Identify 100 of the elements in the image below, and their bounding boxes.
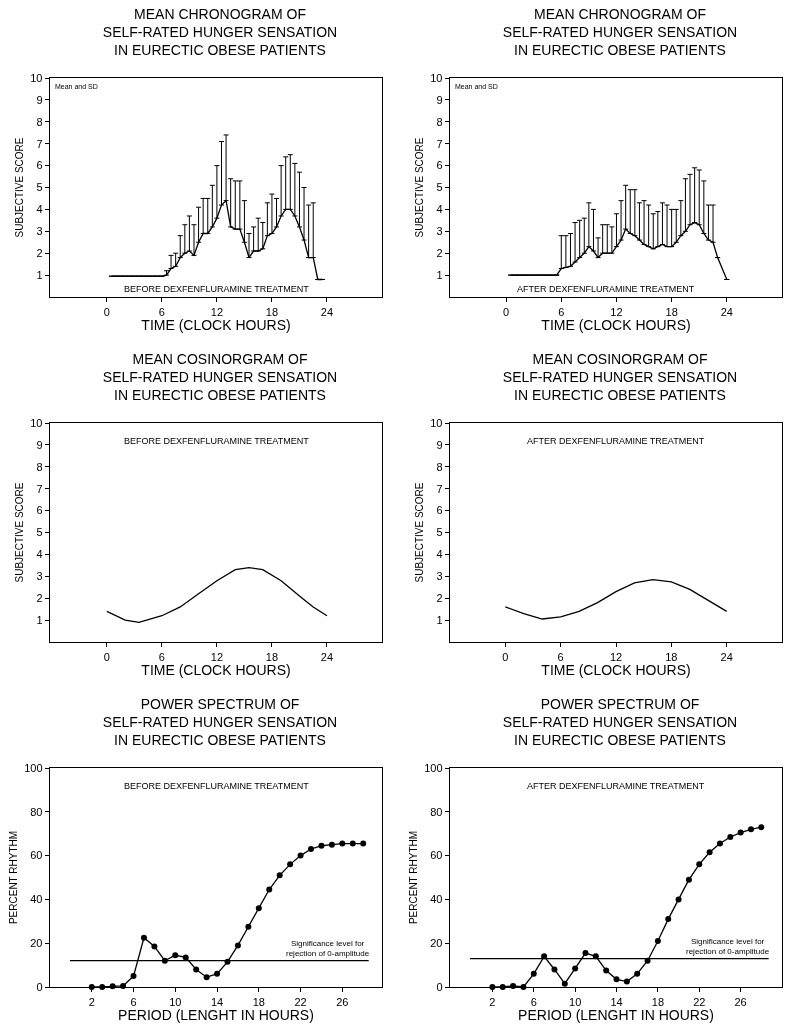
- y-axis-title: PERCENT RHYTHM: [408, 830, 420, 925]
- y-tick-label: 9: [36, 93, 43, 106]
- annotation: AFTER DEXFENFLURAMINE TREATMENT: [517, 284, 695, 294]
- y-tick-label: 1: [436, 268, 443, 281]
- y-tick-label: 100: [424, 761, 443, 774]
- x-tick-label: 24: [320, 650, 334, 663]
- x-tick-label: 14: [610, 995, 623, 1008]
- chart-title: MEAN CHRONOGRAM OF SELF-RATED HUNGER SENSATION IN EURECTIC OBESE PATIENTS: [502, 5, 738, 59]
- y-tick-label: 4: [436, 548, 443, 561]
- x-tick-label: 6: [557, 650, 564, 663]
- annotation: BEFORE DEXFENFLURAMINE TREATMENT: [124, 284, 310, 294]
- x-axis-title: TIME (CLOCK HOURS): [141, 317, 291, 334]
- x-tick-label: 24: [720, 305, 733, 318]
- x-axis-title: TIME (CLOCK HOURS): [541, 317, 691, 334]
- chart-title: POWER SPECTRUM OF SELF-RATED HUNGER SENSATION IN EURECTIC OBESE PATIENTS: [502, 695, 738, 749]
- y-tick-label: 9: [36, 438, 43, 451]
- y-axis-title: SUBJECTIVE SCORE: [14, 482, 26, 583]
- x-tick-label: 6: [158, 650, 165, 663]
- x-tick-label: 0: [103, 305, 110, 318]
- x-tick-label: 18: [665, 305, 678, 318]
- x-tick-label: 2: [489, 995, 496, 1008]
- y-tick-label: 3: [36, 225, 43, 238]
- annotation: AFTER DEXFENFLURAMINE TREATMENT: [527, 781, 705, 791]
- y-tick-label: 10: [430, 71, 443, 84]
- x-tick-label: 10: [569, 995, 582, 1008]
- y-tick-label: 8: [436, 115, 443, 128]
- chart-title: MEAN CHRONOGRAM OF SELF-RATED HUNGER SENSATION IN EURECTIC OBESE PATIENTS: [102, 5, 338, 59]
- x-tick-label: 14: [210, 995, 224, 1008]
- x-tick-label: 12: [210, 650, 224, 663]
- y-tick-label: 6: [36, 159, 43, 172]
- y-tick-label: 0: [436, 980, 443, 993]
- y-tick-label: 6: [436, 159, 443, 172]
- y-tick-label: 10: [430, 416, 443, 429]
- x-tick-label: 12: [610, 305, 623, 318]
- y-axis-title: SUBJECTIVE SCORE: [414, 137, 426, 238]
- x-tick-label: 18: [665, 650, 678, 663]
- y-tick-label: 3: [36, 570, 43, 583]
- y-tick-label: 6: [36, 504, 43, 517]
- x-axis-title: PERIOD (LENGHT IN HOURS): [118, 1007, 314, 1024]
- y-tick-label: 8: [36, 115, 43, 128]
- chart-title: MEAN COSINORGRAM OF SELF-RATED HUNGER SENSATION IN EURECTIC OBESE PATIENTS: [502, 350, 738, 404]
- y-tick-label: 80: [430, 805, 443, 818]
- y-axis-title: PERCENT RHYTHM: [8, 830, 20, 925]
- y-tick-label: 9: [436, 438, 443, 451]
- y-tick-label: 2: [36, 592, 43, 605]
- x-tick-label: 26: [734, 995, 747, 1008]
- x-tick-label: 6: [558, 305, 565, 318]
- y-tick-label: 60: [30, 849, 43, 862]
- annotation: AFTER DEXFENFLURAMINE TREATMENT: [527, 436, 705, 446]
- y-tick-label: 1: [36, 613, 43, 626]
- x-axis-title: TIME (CLOCK HOURS): [541, 662, 691, 679]
- y-tick-label: 3: [436, 570, 443, 583]
- x-axis-title: PERIOD (LENGHT IN HOURS): [518, 1007, 714, 1024]
- x-tick-label: 6: [130, 995, 137, 1008]
- x-tick-label: 0: [503, 305, 510, 318]
- y-tick-label: 8: [436, 460, 443, 473]
- x-tick-label: 6: [530, 995, 537, 1008]
- y-tick-label: 1: [36, 268, 43, 281]
- x-tick-label: 22: [294, 995, 307, 1008]
- y-tick-label: 10: [30, 416, 43, 429]
- ref-line-label: Significance level for rejection of 0-amplitude: [686, 937, 770, 957]
- y-tick-label: 7: [436, 482, 443, 495]
- y-axis-title: SUBJECTIVE SCORE: [14, 137, 26, 238]
- y-tick-label: 5: [436, 526, 443, 539]
- y-tick-label: 80: [30, 805, 43, 818]
- y-tick-label: 7: [36, 137, 43, 150]
- y-tick-label: 40: [30, 893, 43, 906]
- y-tick-label: 2: [436, 592, 443, 605]
- y-tick-label: 1: [436, 613, 443, 626]
- y-tick-label: 4: [36, 203, 43, 216]
- y-tick-label: 20: [30, 937, 43, 950]
- y-tick-label: 7: [36, 482, 43, 495]
- x-tick-label: 24: [720, 650, 733, 663]
- x-tick-label: 22: [693, 995, 706, 1008]
- y-tick-label: 4: [436, 203, 443, 216]
- y-tick-label: 20: [430, 937, 443, 950]
- y-tick-label: 7: [436, 137, 443, 150]
- y-axis-title: SUBJECTIVE SCORE: [414, 482, 426, 583]
- y-tick-label: 9: [436, 93, 443, 106]
- y-tick-label: 60: [430, 849, 443, 862]
- x-tick-label: 26: [336, 995, 349, 1008]
- y-tick-label: 3: [436, 225, 443, 238]
- x-tick-label: 0: [103, 650, 110, 663]
- x-tick-label: 6: [158, 305, 165, 318]
- x-tick-label: 0: [502, 650, 509, 663]
- x-tick-label: 12: [609, 650, 623, 663]
- x-axis-title: TIME (CLOCK HOURS): [141, 662, 291, 679]
- y-tick-label: 5: [36, 526, 43, 539]
- chart-title: MEAN COSINORGRAM OF SELF-RATED HUNGER SENSATION IN EURECTIC OBESE PATIENTS: [102, 350, 338, 404]
- y-tick-label: 0: [36, 980, 43, 993]
- y-tick-label: 8: [36, 460, 43, 473]
- y-tick-label: 10: [30, 71, 43, 84]
- y-tick-label: 6: [436, 504, 443, 517]
- x-tick-label: 12: [210, 305, 224, 318]
- x-tick-label: 18: [265, 650, 279, 663]
- y-tick-label: 4: [36, 548, 43, 561]
- annotation: BEFORE DEXFENFLURAMINE TREATMENT: [124, 436, 310, 446]
- annotation: BEFORE DEXFENFLURAMINE TREATMENT: [124, 781, 310, 791]
- y-tick-label: 100: [24, 761, 43, 774]
- x-tick-label: 2: [88, 995, 95, 1008]
